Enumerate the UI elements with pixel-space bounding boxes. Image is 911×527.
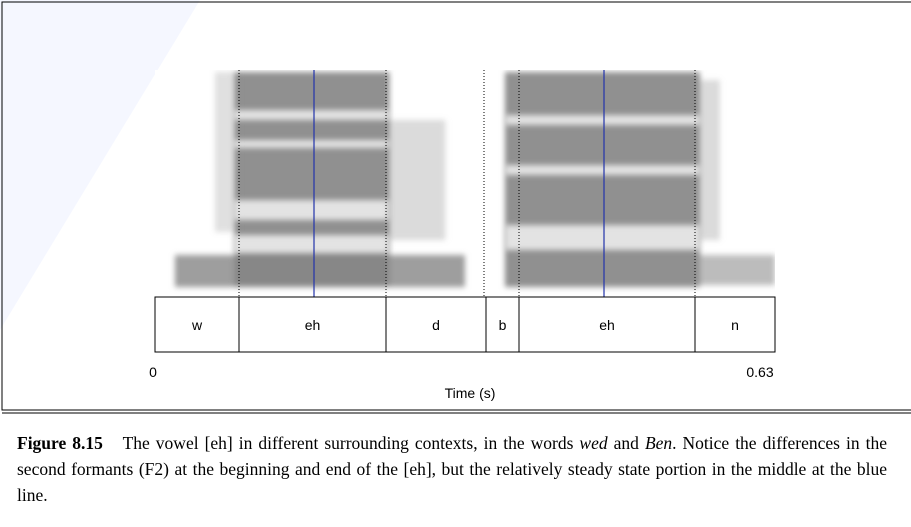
caption-emphasis: wed: [579, 433, 608, 453]
segment-label: n: [731, 317, 739, 333]
tier: [154, 296, 776, 353]
segment-label: eh: [599, 317, 615, 333]
caption-emphasis: Ben: [644, 433, 673, 453]
watermark: [0, 0, 200, 330]
segment-label: eh: [305, 317, 321, 333]
axis-start: 0: [149, 364, 157, 380]
spectrogram: [155, 70, 775, 297]
caption-text: and: [613, 433, 639, 453]
tier-boundaries: [238, 297, 696, 352]
axis-end: 0.63: [746, 364, 773, 380]
caption-text: . Notice the differences in the second f…: [17, 433, 888, 505]
caption-label: Figure 8.15: [17, 433, 103, 453]
segment-label: d: [432, 317, 440, 333]
caption-text: The vowel [eh] in different surrounding …: [122, 433, 574, 453]
frame: [1, 1, 911, 411]
axis-label: Time (s): [445, 385, 496, 401]
segment-label: w: [191, 317, 203, 333]
segment-label: b: [499, 317, 507, 333]
caption: Figure 8.15 The vowel [eh] in different …: [17, 430, 887, 508]
